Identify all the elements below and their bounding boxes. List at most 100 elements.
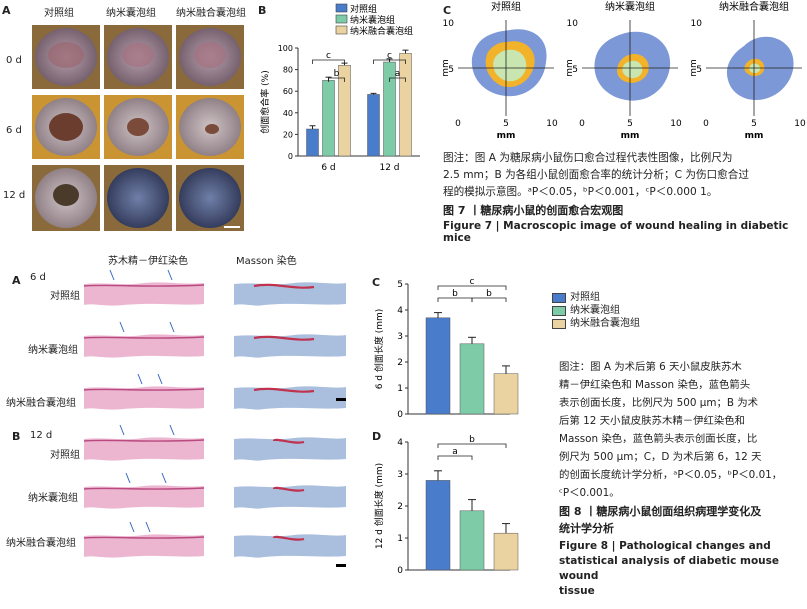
- row-label-fused-a: 纳米融合囊泡组: [6, 398, 76, 409]
- wound-length-arrow: [161, 472, 167, 484]
- x-tick-label: 12 d: [379, 163, 399, 173]
- bar: [493, 373, 519, 415]
- he-tissue: [84, 334, 204, 358]
- y-tick-label: 4: [397, 438, 403, 448]
- fig8-panel-c-label: C: [372, 276, 381, 289]
- y-tick-label: 10: [443, 19, 455, 29]
- y-axis-label: 12 d 创面长度 (mm): [373, 463, 385, 549]
- he-stain-image: [84, 472, 205, 509]
- he-epidermis: [84, 336, 205, 339]
- masson-tissue: [234, 437, 346, 461]
- bar: [493, 532, 519, 571]
- y-tick-label: 0: [397, 410, 403, 420]
- y-tick-label: 5: [572, 65, 578, 75]
- masson-wound-region: [253, 283, 315, 289]
- y-axis-label: 创面愈合率 (%): [259, 70, 271, 133]
- bar: [383, 61, 396, 157]
- y-tick-label: 3: [397, 332, 403, 342]
- y-tick-label: 20: [283, 130, 293, 139]
- bar: [425, 317, 451, 415]
- he-tissue: [84, 282, 204, 306]
- he-epidermis: [84, 388, 205, 391]
- bar: [425, 480, 451, 571]
- y-tick-label: 4: [397, 306, 403, 316]
- he-tissue: [84, 386, 204, 410]
- fig7-note: 图注：图 A 为糖尿病小鼠伤口愈合过程代表性图像，比例尺为 2.5 mm；B 为…: [443, 150, 793, 201]
- y-tick-label: 3: [397, 470, 403, 480]
- legend-item-fused: 纳米融合囊泡组: [552, 317, 640, 330]
- wound-length-arrow: [169, 424, 175, 436]
- masson-tissue: [234, 485, 346, 509]
- masson-stain-header: Masson 染色: [236, 256, 297, 267]
- histology-images: [84, 269, 346, 567]
- fig7-note-line: 图注：图 A 为糖尿病小鼠伤口愈合过程代表性图像，比例尺为: [443, 152, 733, 164]
- he-stain-header: 苏木精－伊红染色: [108, 256, 188, 267]
- significance-label: c: [387, 51, 392, 61]
- he-stain-image: [84, 424, 205, 461]
- y-tick-label: 10: [691, 19, 703, 29]
- x-axis-label: mm: [497, 131, 516, 141]
- masson-wound-region: [272, 486, 305, 492]
- masson-stain-image: [234, 534, 346, 558]
- significance-bracket: [373, 59, 406, 64]
- legend-label: 对照组: [570, 292, 600, 303]
- bar: [459, 510, 485, 571]
- bar: [306, 128, 319, 157]
- y-tick-label: 2: [397, 502, 403, 512]
- wound-length-arrow: [167, 269, 173, 281]
- legend-swatch: [335, 25, 348, 35]
- fig7-note-line: 程的模拟示意图。ᵃP＜0.05，ᵇP＜0.001，ᶜP＜0.000 1。: [443, 186, 718, 198]
- bar: [459, 343, 485, 415]
- fig7-note-line: 2.5 mm；B 为各组小鼠创面愈合率的统计分析；C 为伤口愈合过: [443, 169, 749, 181]
- x-tick-label: 10: [546, 119, 558, 129]
- significance-bracket: [437, 443, 507, 448]
- fig8-panel-d-label: D: [372, 430, 382, 443]
- fig8-panel-b-day: 12 d: [30, 430, 53, 441]
- x-tick-label: 0: [703, 119, 709, 129]
- fig8-note-line: 的创面长度统计学分析，ᵃP＜0.05，ᵇP＜0.01，: [559, 469, 783, 481]
- y-tick-label: 0: [397, 566, 403, 576]
- row-label-control-b: 对照组: [50, 450, 80, 461]
- y-tick-label: 60: [283, 87, 293, 96]
- col-header-nano: 纳米囊泡组: [106, 8, 156, 19]
- y-tick-label: 80: [283, 66, 293, 75]
- col-header-fused: 纳米融合囊泡组: [176, 8, 246, 19]
- he-epidermis: [84, 439, 205, 442]
- masson-stain-image: [234, 334, 346, 358]
- significance-bracket: [471, 297, 507, 302]
- fig8-note-line: 例尺为 500 μm；C，D 为术后第 6，12 天: [559, 451, 762, 463]
- he-tissue: [84, 534, 204, 558]
- fig8-title-en-line: Figure 8 | Pathological changes and: [559, 540, 771, 552]
- y-tick-label: 5: [696, 65, 702, 75]
- masson-stain-image: [234, 437, 346, 461]
- y-axis-label: 6 d 创面长度 (mm): [373, 309, 385, 390]
- significance-label: a: [452, 447, 458, 457]
- simulation-panel-title: 对照组: [491, 0, 521, 13]
- fig7-title-en: Figure 7 | Macroscopic image of wound he…: [443, 220, 789, 244]
- significance-label: c: [326, 51, 331, 61]
- row-label-nano-b: 纳米囊泡组: [28, 493, 78, 504]
- fig8-note-line: ᶜP＜0.001。: [559, 487, 620, 499]
- he-stain-image: [84, 373, 205, 410]
- x-tick-label: 0: [455, 119, 461, 129]
- x-tick-label: 5: [627, 119, 633, 129]
- y-axis-label: mm: [565, 59, 575, 77]
- fig8-title-en-line: tissue: [559, 585, 595, 597]
- significance-bracket: [328, 77, 345, 82]
- panel-c-label: C: [443, 4, 452, 17]
- wound-length-12d-chart: 0 1 2 3 4 12 d 创面长度 (mm) b a: [373, 435, 519, 576]
- legend-label: 对照组: [350, 3, 377, 15]
- significance-bracket: [389, 77, 406, 82]
- masson-wound-region: [253, 387, 315, 393]
- fig8-title-cn-line: 图 8 丨糖尿病小鼠创面组织病理学变化及: [559, 505, 762, 518]
- fig8-note-line: Masson 染色，蓝色箭头表示创面长度，比: [559, 433, 758, 445]
- fig8-note-line: 表示创面长度，比例尺为 500 μm；B 为术: [559, 397, 759, 409]
- fig8-title-cn-line: 统计学分析: [559, 522, 614, 535]
- significance-label: a: [395, 69, 401, 79]
- wound-region-green: [493, 49, 527, 82]
- x-tick-label: 10: [794, 119, 806, 129]
- row-label-control-a: 对照组: [50, 291, 80, 302]
- col-header-control: 对照组: [44, 8, 74, 19]
